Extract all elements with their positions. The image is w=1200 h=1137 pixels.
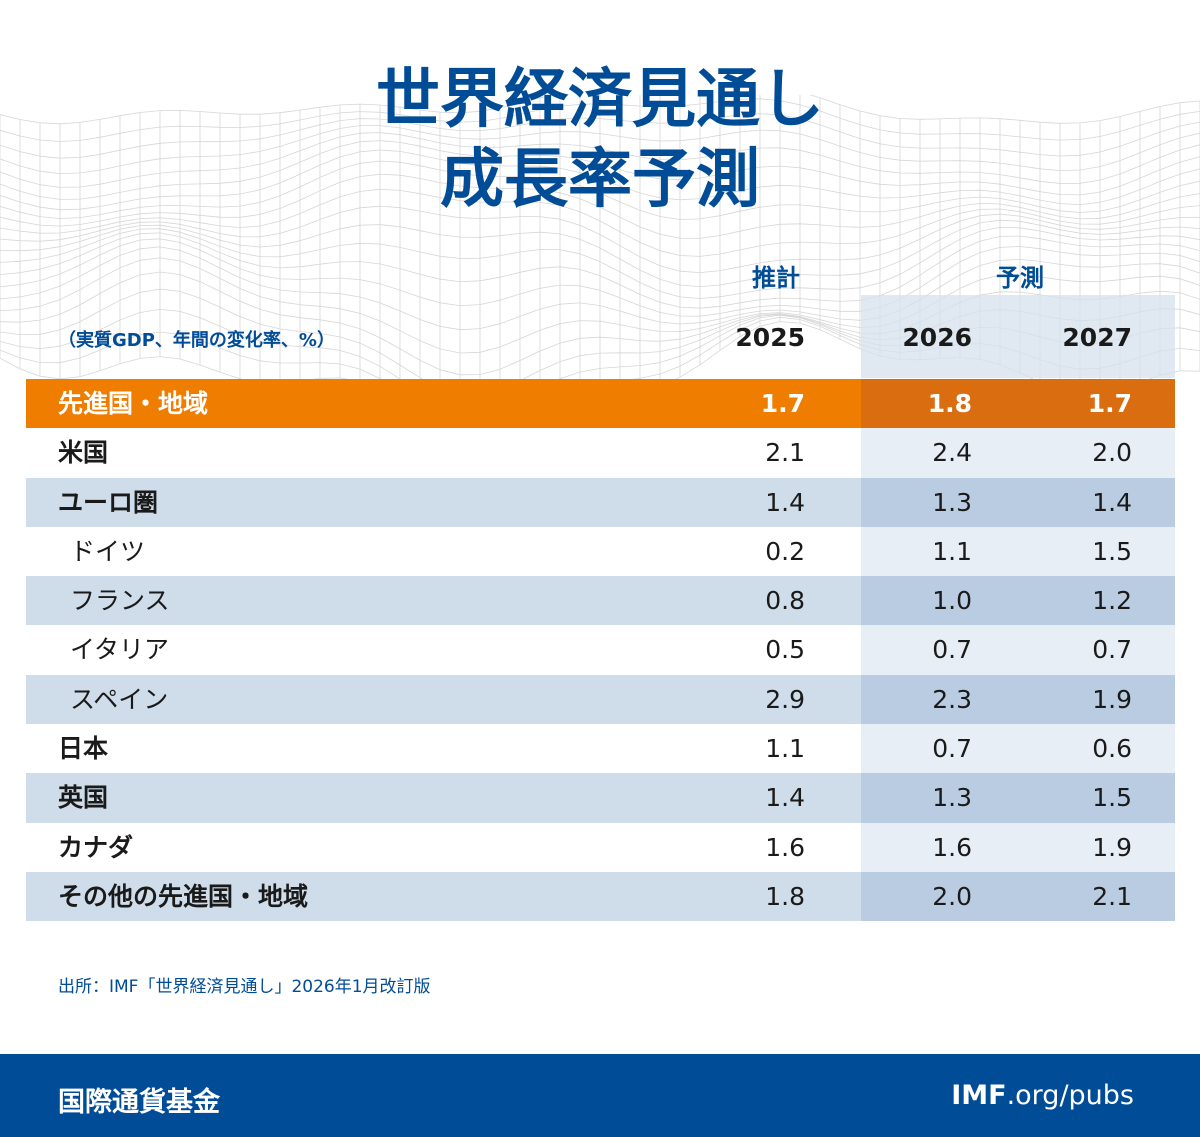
table-row: ユーロ圏 1.4 1.3 1.4 (26, 477, 1175, 527)
year-header-2026: 2026 (902, 323, 972, 352)
value-cell-2026: 1.1 (932, 536, 972, 566)
value-cell-2025: 2.1 (765, 438, 805, 468)
table-row: ドイツ 0.2 1.1 1.5 (26, 526, 1175, 577)
forecast-cell-shade (861, 871, 1175, 922)
value-cell-2026: 0.7 (932, 734, 972, 764)
value-cell-2027: 0.7 (1092, 635, 1132, 665)
unit-label: （実質GDP、年間の変化率、%） (58, 330, 335, 351)
year-header-2027: 2027 (1062, 323, 1132, 352)
row-label: イタリア (70, 635, 170, 665)
source-note: 出所：IMF「世界経済見通し」2026年1月改訂版 (58, 977, 431, 997)
value-cell-2027: 1.9 (1092, 832, 1132, 862)
value-cell-2026: 2.4 (932, 438, 972, 468)
table-row: フランス 0.8 1.0 1.2 (26, 576, 1175, 626)
footer-bar: 国際通貨基金 IMF.org/pubs (0, 1054, 1200, 1137)
row-label: スペイン (70, 684, 169, 714)
page-title: 世界経済見通し (376, 63, 824, 137)
value-cell-2025: 0.2 (765, 536, 805, 566)
year-header-2025: 2025 (735, 323, 805, 352)
value-cell-2025: 0.8 (765, 586, 805, 616)
value-cell-2025: 0.5 (765, 635, 805, 665)
table-row: カナダ 1.6 1.6 1.9 (26, 822, 1175, 872)
value-cell-2027: 1.4 (1092, 487, 1132, 517)
value-cell-2025: 1.8 (765, 881, 805, 911)
table-row: 英国 1.4 1.3 1.5 (26, 773, 1175, 823)
row-label: 米国 (58, 438, 109, 468)
forecast-cell-shade (861, 724, 1175, 774)
value-cell-2027: 0.6 (1092, 734, 1132, 764)
value-cell-2026: 1.6 (932, 832, 972, 862)
row-label: 英国 (58, 783, 109, 813)
footer-link-rest: .org/pubs (1006, 1080, 1134, 1111)
row-label: ユーロ圏 (58, 487, 159, 517)
value-cell-2027: 1.2 (1092, 586, 1132, 616)
growth-table: 先進国・地域 1.7 1.8 1.7 米国 2.1 2.4 2.0 ユーロ圏 1.4 1.3 1.4 ド… (26, 379, 1175, 922)
forecast-cell-shade (861, 477, 1175, 527)
row-label: フランス (70, 586, 170, 616)
value-cell-2026: 2.0 (932, 881, 972, 911)
value-cell-2027: 1.9 (1092, 684, 1132, 714)
table-row: 米国 2.1 2.4 2.0 (26, 428, 1175, 478)
forecast-cell-shade (861, 822, 1175, 872)
forecast-cell-shade (861, 773, 1175, 823)
table-row: 先進国・地域 1.7 1.8 1.7 (26, 379, 1175, 429)
row-label: ドイツ (70, 536, 146, 566)
estimate-group-header: 推計 (752, 264, 800, 292)
value-cell-2026: 1.3 (932, 487, 972, 517)
value-cell-2027: 1.5 (1092, 536, 1132, 566)
value-cell-2025: 2.9 (765, 684, 805, 714)
value-cell-2025: 1.4 (765, 487, 805, 517)
value-cell-2025: 1.6 (765, 832, 805, 862)
footer-link[interactable]: IMF.org/pubs (951, 1080, 1134, 1111)
value-cell-2027: 2.0 (1092, 438, 1132, 468)
value-cell-2026: 1.8 (927, 389, 972, 418)
forecast-cell-shade (861, 625, 1175, 675)
value-cell-2025: 1.7 (760, 389, 805, 418)
table-row: その他の先進国・地域 1.8 2.0 2.1 (26, 871, 1175, 922)
value-cell-2026: 2.3 (932, 684, 972, 714)
page-subtitle: 成長率予測 (440, 143, 760, 217)
row-label: その他の先進国・地域 (58, 881, 309, 911)
footer-organization: 国際通貨基金 (58, 1087, 220, 1118)
row-label: 先進国・地域 (58, 389, 209, 418)
forecast-cell-shade (861, 576, 1175, 626)
value-cell-2027: 1.5 (1092, 783, 1132, 813)
table-row: 日本 1.1 0.7 0.6 (26, 724, 1175, 774)
forecast-cell-shade (861, 526, 1175, 577)
forecast-cell-shade (861, 428, 1175, 478)
value-cell-2026: 1.0 (932, 586, 972, 616)
value-cell-2026: 1.3 (932, 783, 972, 813)
value-cell-2027: 2.1 (1092, 881, 1132, 911)
row-label: 日本 (58, 734, 109, 764)
forecast-column-band (861, 295, 1175, 378)
row-label: カナダ (58, 832, 134, 862)
value-cell-2027: 1.7 (1087, 389, 1132, 418)
table-row: スペイン 2.9 2.3 1.9 (26, 674, 1175, 725)
forecast-cell-shade (861, 674, 1175, 725)
value-cell-2025: 1.1 (765, 734, 805, 764)
table-row: イタリア 0.5 0.7 0.7 (26, 625, 1175, 675)
value-cell-2025: 1.4 (765, 783, 805, 813)
forecast-group-header: 予測 (996, 264, 1044, 292)
forecast-cell-shade (861, 379, 1175, 429)
value-cell-2026: 0.7 (932, 635, 972, 665)
footer-link-bold: IMF (951, 1080, 1007, 1111)
wireframe-background (0, 95, 1200, 385)
